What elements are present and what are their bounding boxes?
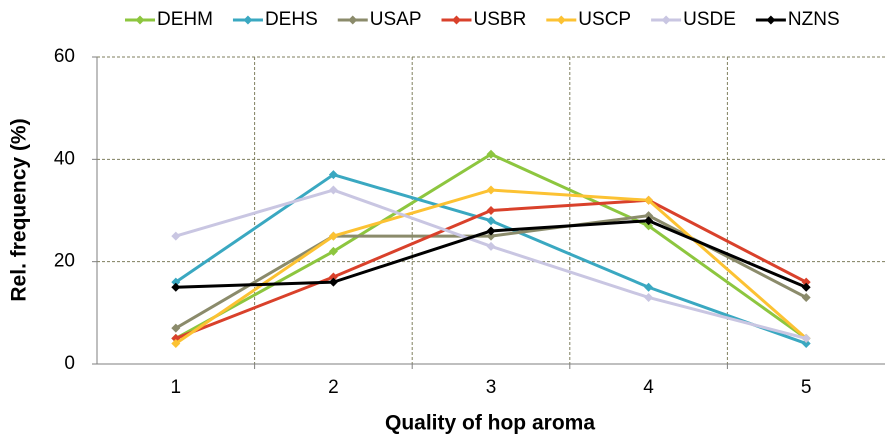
legend-marker <box>766 15 776 25</box>
legend-marker <box>348 15 358 25</box>
data-point <box>486 231 496 241</box>
legend-label: NZNS <box>788 9 840 30</box>
data-point <box>801 277 811 287</box>
data-point <box>644 292 654 302</box>
data-point <box>486 149 496 159</box>
data-point <box>328 246 338 256</box>
y-axis-title: Rel. frequency (%) <box>8 118 31 301</box>
legend-label: USCP <box>578 9 631 30</box>
data-point <box>328 185 338 195</box>
y-tick-label: 20 <box>54 251 75 272</box>
x-tick-label: 3 <box>486 377 497 398</box>
legend-marker <box>135 15 145 25</box>
legend-label: DEHS <box>265 9 318 30</box>
legend-label: DEHM <box>157 9 213 30</box>
legend-label: USDE <box>683 9 736 30</box>
data-point <box>644 195 654 205</box>
data-point <box>328 170 338 180</box>
data-point <box>644 211 654 221</box>
legend-marker <box>452 15 461 25</box>
legend-marker <box>661 15 671 25</box>
legend-marker <box>556 15 566 25</box>
data-point <box>801 339 811 349</box>
data-point <box>486 241 496 251</box>
y-tick-label: 0 <box>64 353 75 374</box>
data-point <box>801 333 811 343</box>
data-point <box>328 277 338 287</box>
x-tick-label: 4 <box>643 377 654 398</box>
legend-label: USAP <box>370 9 422 30</box>
data-point <box>486 216 496 226</box>
data-point <box>644 221 654 231</box>
data-point <box>644 282 654 292</box>
data-point <box>171 277 181 287</box>
data-point <box>486 226 496 236</box>
data-point <box>171 282 181 292</box>
data-point <box>171 323 181 333</box>
series-line <box>174 173 807 345</box>
data-point <box>801 282 811 292</box>
y-tick-label: 40 <box>54 148 75 169</box>
data-point <box>328 231 338 241</box>
legend-label: USBR <box>474 9 527 30</box>
x-tick-label: 1 <box>171 377 182 398</box>
legend-marker <box>243 15 253 25</box>
data-point <box>801 292 811 302</box>
data-point <box>171 339 181 349</box>
data-point <box>486 206 496 215</box>
data-point <box>644 216 654 226</box>
x-axis-title: Quality of hop aroma <box>385 412 595 435</box>
data-point <box>328 272 338 282</box>
y-tick-label: 60 <box>54 46 75 67</box>
data-point <box>171 231 181 241</box>
x-tick-label: 5 <box>801 377 812 398</box>
data-point <box>486 185 496 195</box>
x-tick-label: 2 <box>328 377 339 398</box>
